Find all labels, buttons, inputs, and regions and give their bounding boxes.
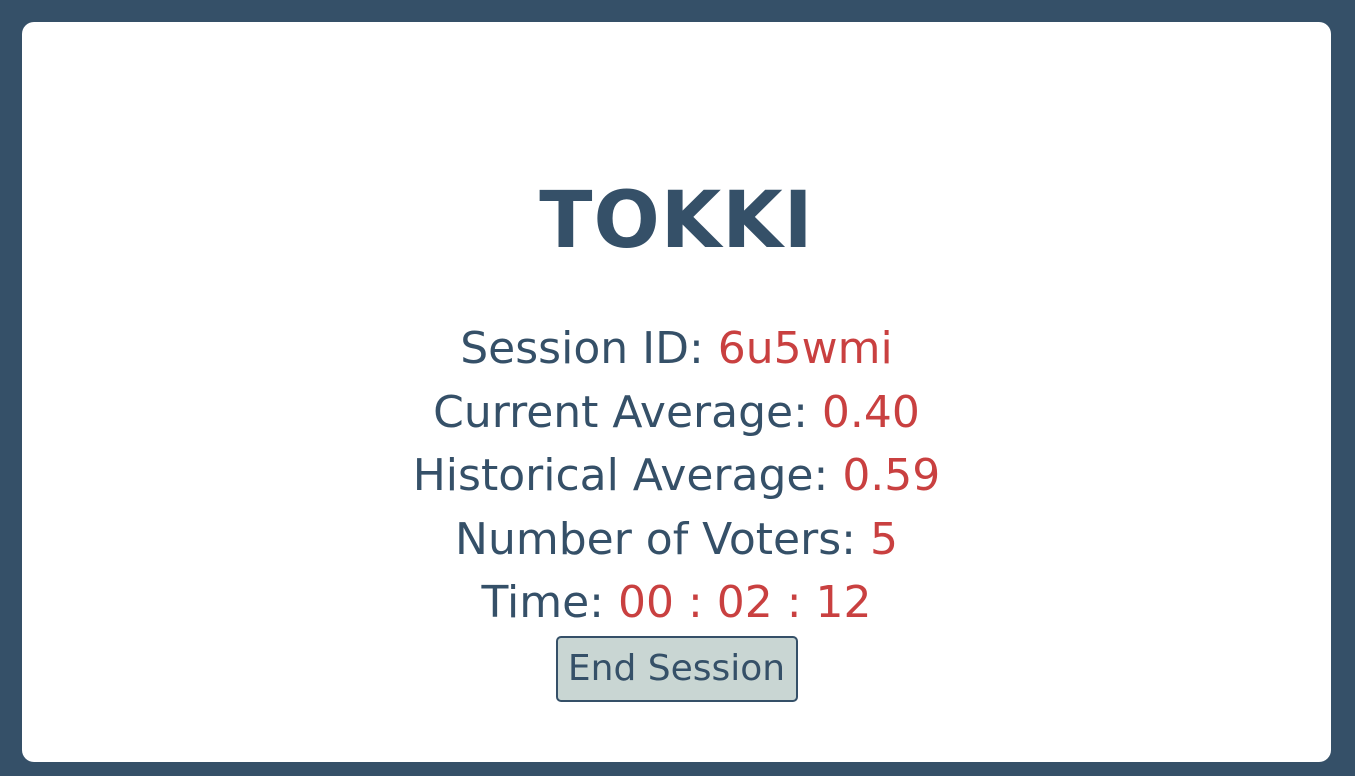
session-stats: Session ID: 6u5wmi Current Average: 0.40… bbox=[22, 317, 1331, 635]
voters-value: 5 bbox=[869, 513, 898, 565]
session-id-row: Session ID: 6u5wmi bbox=[22, 317, 1331, 381]
session-card: TOKKI Session ID: 6u5wmi Current Average… bbox=[22, 22, 1331, 762]
actions-area: End Session bbox=[22, 636, 1331, 702]
current-average-value: 0.40 bbox=[821, 386, 920, 438]
current-average-row: Current Average: 0.40 bbox=[22, 381, 1331, 445]
session-id-label: Session ID: bbox=[460, 323, 718, 374]
voters-label: Number of Voters: bbox=[455, 513, 870, 565]
session-id-value: 6u5wmi bbox=[717, 323, 893, 374]
time-label: Time: bbox=[481, 577, 618, 628]
historical-average-row: Historical Average: 0.59 bbox=[22, 444, 1331, 508]
historical-average-value: 0.59 bbox=[842, 450, 941, 501]
historical-average-label: Historical Average: bbox=[412, 450, 843, 501]
current-average-label: Current Average: bbox=[433, 386, 822, 438]
voters-row: Number of Voters: 5 bbox=[22, 508, 1331, 572]
time-value: 00 : 02 : 12 bbox=[617, 577, 872, 628]
end-session-button[interactable]: End Session bbox=[555, 636, 798, 702]
app-title: TOKKI bbox=[539, 176, 814, 266]
time-row: Time: 00 : 02 : 12 bbox=[22, 571, 1331, 635]
